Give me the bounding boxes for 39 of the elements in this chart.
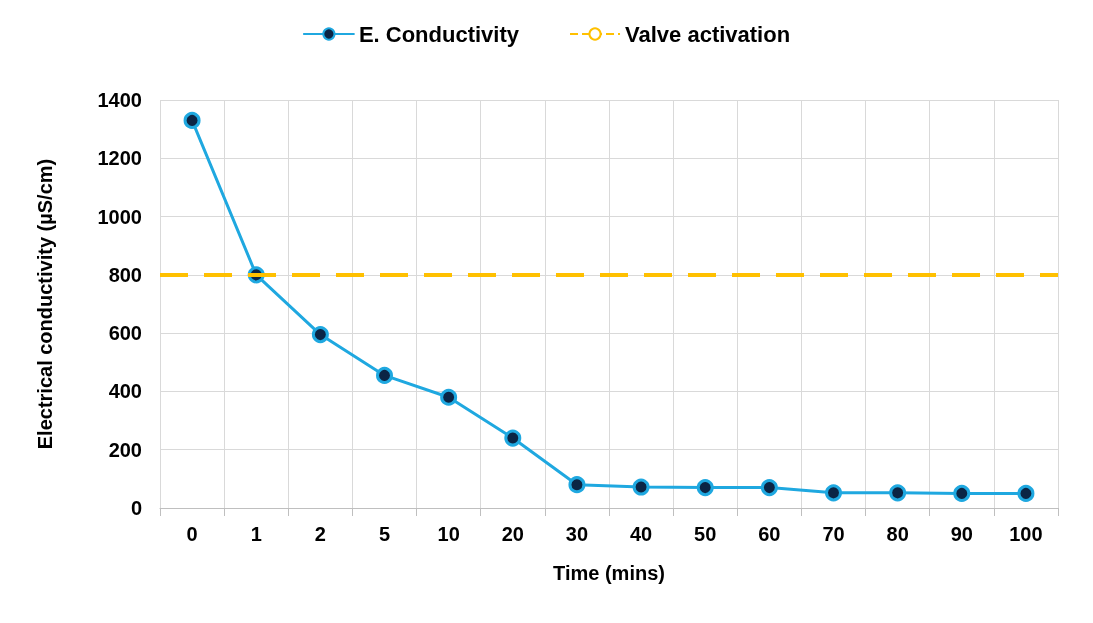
y-tick-label: 1000 [97,205,142,228]
legend-label: E. Conductivity [358,21,520,47]
point [504,429,522,447]
point [183,111,201,129]
x-tick-label: 1 [250,523,262,545]
x-axis-title: Time (mins) [553,562,665,584]
x-tick-label: 10 [437,523,460,545]
x-tick-label: 0 [186,523,198,545]
x-tick-label: 100 [1009,523,1043,545]
point [632,478,650,496]
x-tick-label: 50 [694,523,717,545]
y-tick-label: 800 [108,263,142,286]
y-tick-label: 0 [130,497,142,519]
y-tick-label: 400 [108,380,142,403]
x-tick-label: 40 [629,523,653,545]
y-tick-label: 1200 [97,147,142,170]
point [825,484,842,502]
point [311,326,329,344]
x-tick-label: 70 [822,523,845,545]
x-tick-label: 80 [886,523,909,545]
point [1017,484,1035,502]
point [696,479,714,497]
x-tick-label: 60 [758,523,781,545]
x-tick-label: 20 [501,523,524,545]
y-tick-label: 1400 [97,89,142,111]
y-tick-label: 600 [108,322,142,345]
y-axis-title: Electrical conductivity (µS/cm) [34,158,56,450]
legend-label: Valve activation [625,21,791,47]
point [760,479,778,497]
point [889,484,907,502]
x-tick-label: 5 [378,523,391,545]
point [953,484,971,502]
x-tick-label: 90 [950,523,973,545]
point [568,476,586,494]
point [376,366,393,384]
x-tick-label: 30 [565,523,589,545]
y-tick-label: 200 [108,438,142,461]
x-tick-label: 2 [314,523,326,545]
point [440,388,458,406]
